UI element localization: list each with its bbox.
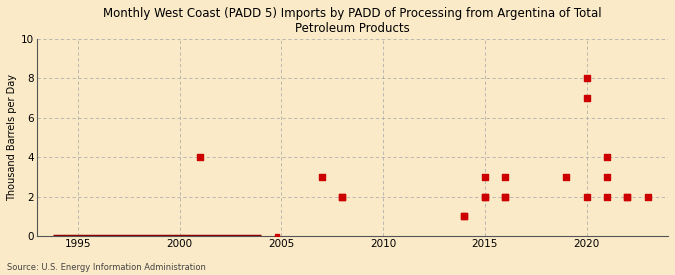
Point (500, 194, 510, 199)
Point (581, 194, 592, 199)
Point (337, 194, 348, 199)
Point (317, 175, 327, 179)
Point (601, 155, 612, 160)
Point (601, 175, 612, 179)
Point (581, 96, 592, 100)
Title: Monthly West Coast (PADD 5) Imports by PADD of Processing from Argentina of Tota: Monthly West Coast (PADD 5) Imports by P… (103, 7, 602, 35)
Point (581, 76, 592, 81)
Point (479, 194, 490, 199)
Point (643, 194, 653, 199)
Point (601, 194, 612, 199)
Point (459, 214, 470, 219)
Point (622, 194, 632, 199)
Point (459, 214, 470, 219)
Point (479, 175, 490, 179)
Y-axis label: Thousand Barrels per Day: Thousand Barrels per Day (7, 74, 17, 201)
Point (500, 175, 510, 179)
Point (500, 194, 510, 199)
Point (561, 175, 572, 179)
Point (337, 194, 348, 199)
Point (622, 194, 632, 199)
Text: Source: U.S. Energy Information Administration: Source: U.S. Energy Information Administ… (7, 263, 206, 272)
Point (194, 155, 205, 160)
Point (479, 194, 490, 199)
